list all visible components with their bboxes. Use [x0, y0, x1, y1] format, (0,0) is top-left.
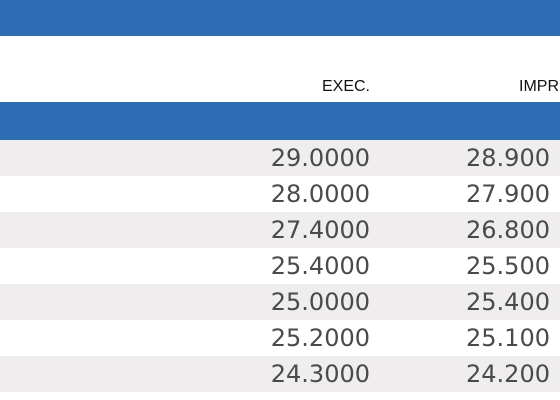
exec-value: 29.0000 — [270, 144, 370, 172]
exec-value: 25.0000 — [270, 288, 370, 316]
table-row: 27.4000 26.800 — [0, 212, 560, 248]
table-row: 25.4000 25.500 — [0, 248, 560, 284]
sub-header-band — [0, 102, 560, 140]
exec-value: 28.0000 — [270, 180, 370, 208]
table-row: 24.3000 24.200 — [0, 356, 560, 392]
impr-value: 25.100 — [466, 324, 550, 352]
table-row: 25.0000 25.400 — [0, 284, 560, 320]
column-header-exec: EXEC. — [321, 78, 370, 95]
impr-value: 28.900 — [466, 144, 550, 172]
column-header-row: EXEC. IMPR — [0, 36, 560, 102]
impr-value: 26.800 — [466, 216, 550, 244]
exec-value: 25.2000 — [270, 324, 370, 352]
exec-value: 27.4000 — [270, 216, 370, 244]
column-header-impr: IMPR — [519, 78, 559, 95]
top-header-band — [0, 0, 560, 36]
table-row: 28.0000 27.900 — [0, 176, 560, 212]
exec-value: 24.3000 — [270, 360, 370, 388]
table-row: 29.0000 28.900 — [0, 140, 560, 176]
exec-value: 25.4000 — [270, 252, 370, 280]
impr-value: 25.400 — [466, 288, 550, 316]
impr-value: 25.500 — [466, 252, 550, 280]
impr-value: 24.200 — [466, 360, 550, 388]
table-row: 25.2000 25.100 — [0, 320, 560, 356]
impr-value: 27.900 — [466, 180, 550, 208]
table-body: 29.0000 28.900 28.0000 27.900 27.4000 26.800 2… — [0, 140, 560, 392]
